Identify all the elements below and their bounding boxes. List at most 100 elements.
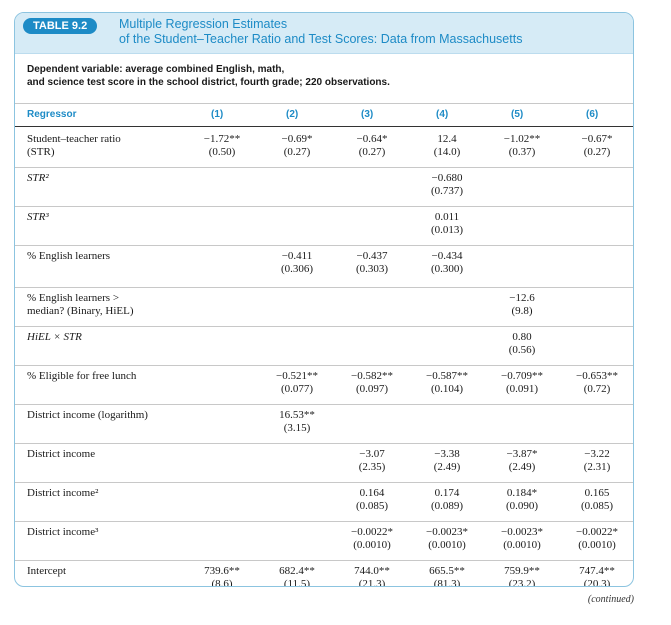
standard-error: (0.104) (430, 383, 464, 395)
regressor-label-line-1: STR² (27, 172, 49, 184)
table-title-line-1: Multiple Regression Estimates (119, 17, 288, 31)
estimate-cell-col-4: 0.011 (0.013) (416, 211, 478, 237)
coefficient: −0.0022* (576, 526, 618, 538)
regressor-label: District income² (27, 487, 98, 500)
standard-error: (14.0) (433, 146, 461, 158)
estimate-cell-col-4: −0.587** (0.104) (416, 370, 478, 396)
coefficient: 739.6** (204, 565, 240, 577)
regressor-label: Student–teacher ratio (STR) (27, 133, 121, 159)
coefficient: 0.184* (506, 487, 538, 499)
regressor-label-line-1: District income³ (27, 526, 99, 538)
regressor-label: District income (27, 448, 95, 461)
coefficient: 759.9** (504, 565, 540, 577)
title-band: TABLE 9.2 Multiple Regression Estimates … (15, 13, 633, 54)
coefficient: −3.07 (359, 448, 385, 460)
regressor-label: Intercept (27, 565, 66, 578)
standard-error: (2.49) (433, 461, 461, 473)
dependent-variable-line-1: Dependent variable: average combined Eng… (27, 64, 285, 75)
coefficient: 682.4** (279, 565, 315, 577)
table-header-row: Regressor (1) (2) (3) (4) (5) (6) (15, 103, 633, 127)
coefficient: −0.0023* (426, 526, 468, 538)
standard-error: (9.8) (511, 305, 533, 317)
standard-error: (0.013) (430, 224, 464, 236)
coefficient: −3.22 (584, 448, 610, 460)
table-title-line-2: of the Student–Teacher Ratio and Test Sc… (119, 32, 523, 46)
regressor-label: District income³ (27, 526, 98, 539)
coefficient: −12.6 (509, 292, 535, 304)
table-row: % English learners −0.411 (0.306) −0.437 (0.… (15, 246, 633, 288)
coefficient: −0.653** (576, 370, 618, 382)
coefficient: −0.67* (581, 133, 613, 145)
standard-error: (0.077) (280, 383, 314, 395)
standard-error: (0.56) (508, 344, 536, 356)
estimate-cell-col-4: −0.680 (0.737) (416, 172, 478, 198)
regressor-label-line-1: STR³ (27, 211, 49, 223)
header-col-3: (3) (361, 109, 374, 120)
coefficient: −0.64* (356, 133, 388, 145)
estimate-cell-col-2: −0.521** (0.077) (266, 370, 328, 396)
coefficient: −0.0023* (501, 526, 543, 538)
table-row: HiEL × STR 0.80 (0.56) (15, 327, 633, 366)
estimate-cell-col-4: −0.434 (0.300) (416, 250, 478, 276)
coefficient: 744.0** (354, 565, 390, 577)
estimate-cell-col-6: −0.0022* (0.0010) (566, 526, 628, 552)
estimate-cell-col-1: 739.6** (8.6) (191, 565, 253, 586)
table-number-badge: TABLE 9.2 (23, 18, 98, 34)
regressor-label-line-1: District income (logarithm) (27, 409, 148, 421)
standard-error: (0.091) (505, 383, 539, 395)
continued-note: (continued) (587, 594, 634, 605)
table-row: District income² 0.164 (0.085) 0.174 (0.089)… (15, 483, 633, 522)
coefficient: 0.80 (512, 331, 532, 343)
standard-error: (20.3) (583, 578, 611, 587)
standard-error: (2.49) (508, 461, 536, 473)
table-row: STR² −0.680 (0.737) (15, 168, 633, 207)
table-row: Student–teacher ratio (STR) −1.72** (0.50) −… (15, 129, 633, 168)
coefficient: −3.38 (434, 448, 460, 460)
standard-error: (0.097) (355, 383, 389, 395)
estimate-cell-col-4: 12.4 (14.0) (416, 133, 478, 159)
estimate-cell-col-4: −3.38 (2.49) (416, 448, 478, 474)
standard-error: (0.27) (583, 146, 611, 158)
estimate-cell-col-2: −0.69* (0.27) (266, 133, 328, 159)
dependent-variable-note: Dependent variable: average combined Eng… (27, 63, 587, 89)
coefficient: −0.582** (351, 370, 393, 382)
estimate-cell-col-6: 747.4** (20.3) (566, 565, 628, 587)
coefficient: −0.434 (431, 250, 463, 262)
estimate-cell-col-2: −0.411 (0.306) (266, 250, 328, 276)
standard-error: (81.3) (433, 578, 461, 587)
standard-error: (0.0010) (353, 539, 391, 551)
coefficient: 0.164 (359, 487, 385, 499)
coefficient: −0.587** (426, 370, 468, 382)
estimate-cell-col-5: −0.709** (0.091) (491, 370, 553, 396)
standard-error: (0.0010) (578, 539, 616, 551)
estimate-cell-col-3: −0.0022* (0.0010) (341, 526, 403, 552)
standard-error: (23.2) (508, 578, 536, 587)
regressor-label-line-1: District income (27, 448, 96, 460)
estimate-cell-col-5: −0.0023* (0.0010) (491, 526, 553, 552)
standard-error: (0.72) (583, 383, 611, 395)
standard-error: (0.090) (505, 500, 539, 512)
standard-error: (0.37) (508, 146, 536, 158)
coefficient: 747.4** (579, 565, 615, 577)
standard-error: (11.5) (283, 578, 311, 587)
estimate-cell-col-5: −12.6 (9.8) (491, 292, 553, 318)
coefficient: −1.02** (503, 133, 541, 145)
table-row: % Eligible for free lunch −0.521** (0.077)… (15, 366, 633, 405)
standard-error: (2.35) (358, 461, 386, 473)
regressor-label: % Eligible for free lunch (27, 370, 136, 383)
regressor-label: STR³ (27, 211, 49, 224)
estimate-cell-col-6: 0.165 (0.085) (566, 487, 628, 513)
regressor-label: STR² (27, 172, 49, 185)
regressor-label-line-1: Student–teacher ratio (27, 133, 121, 145)
standard-error: (21.3) (358, 578, 386, 587)
estimate-cell-col-4: 0.174 (0.089) (416, 487, 478, 513)
table-row: % English learners > median? (Binary, HiE… (15, 288, 633, 327)
table-panel: TABLE 9.2 Multiple Regression Estimates … (14, 12, 634, 587)
estimate-cell-col-3: −0.582** (0.097) (341, 370, 403, 396)
coefficient: 16.53** (279, 409, 315, 421)
estimate-cell-col-3: −3.07 (2.35) (341, 448, 403, 474)
table-row: Intercept 739.6** (8.6) 682.4** (11.5) 744.0*… (15, 561, 633, 587)
coefficient: 0.174 (434, 487, 460, 499)
estimate-cell-col-5: 0.80 (0.56) (491, 331, 553, 357)
table-title: Multiple Regression Estimates of the Stu… (119, 17, 619, 47)
